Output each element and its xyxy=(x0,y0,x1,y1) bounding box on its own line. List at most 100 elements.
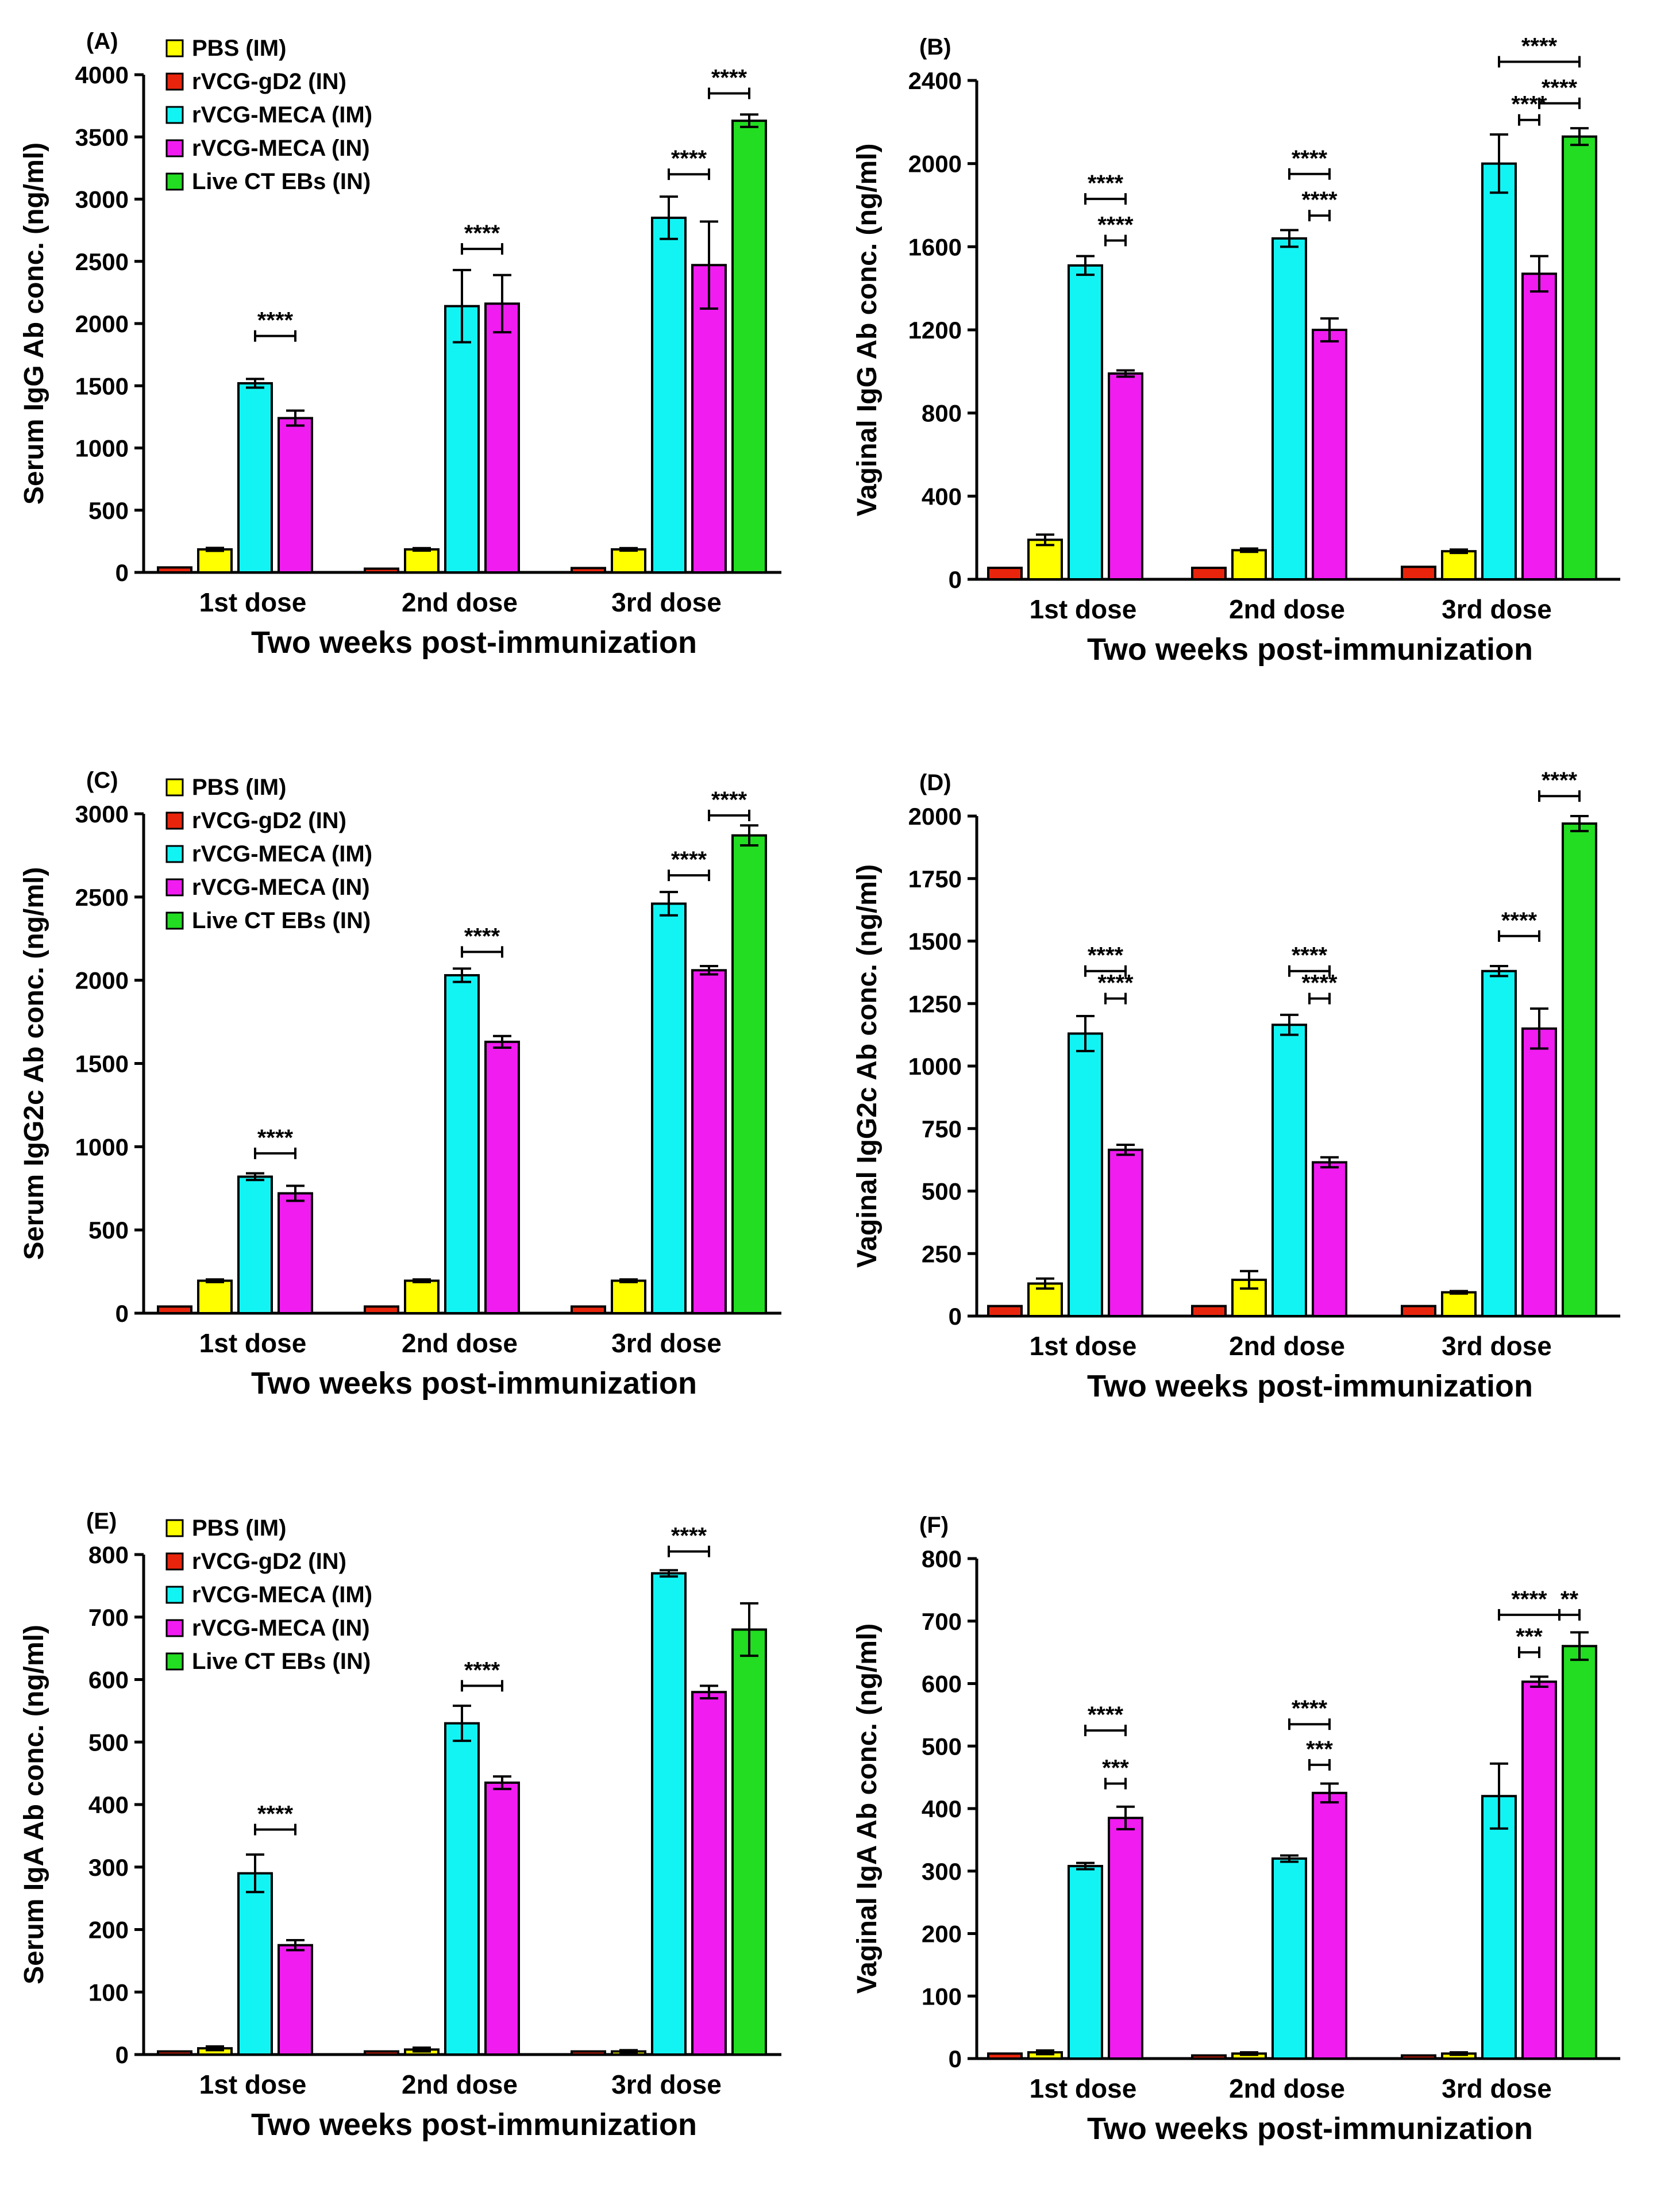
panel-label: (B) xyxy=(919,34,951,60)
legend-label: rVCG-MECA (IN) xyxy=(192,875,370,900)
bar xyxy=(237,1872,273,2056)
bar xyxy=(731,1628,767,2056)
bar xyxy=(651,216,687,574)
bar xyxy=(484,302,520,574)
legend-swatch xyxy=(165,911,184,930)
significance-stars: **** xyxy=(1542,75,1578,101)
legend-swatch xyxy=(165,106,184,124)
chart-panel-b: (B) 0 400 800 1200 1600 2000 2400 Vaginal IgG Ab… xyxy=(852,33,1620,667)
bar xyxy=(987,567,1023,581)
bar xyxy=(1481,970,1517,1317)
significance-stars: **** xyxy=(1501,908,1538,933)
significance-stars: **** xyxy=(711,787,747,813)
bar xyxy=(987,2052,1023,2060)
legend-label: rVCG-MECA (IN) xyxy=(192,1615,370,1641)
legend-label: rVCG-MECA (IM) xyxy=(192,841,372,867)
bar xyxy=(404,1279,440,1314)
x-tick-label: 1st dose xyxy=(1030,594,1137,624)
y-tick-label: 100 xyxy=(88,1979,129,2006)
y-tick-label: 500 xyxy=(922,1733,962,1760)
panel-label: (C) xyxy=(86,768,118,793)
x-axis-title: Two weeks post-immunization xyxy=(1087,1369,1533,1403)
bar xyxy=(1401,1305,1436,1318)
y-tick-label: 1000 xyxy=(75,435,129,462)
bar xyxy=(1271,1857,1307,2060)
x-axis-title: Two weeks post-immunization xyxy=(1087,632,1533,667)
y-axis-title: Vaginal IgG Ab conc. (ng/ml) xyxy=(852,144,883,517)
bar xyxy=(157,566,192,574)
bar xyxy=(1108,1148,1143,1317)
bar xyxy=(1562,1645,1597,2060)
bar xyxy=(1481,1795,1517,2060)
y-tick-label: 1000 xyxy=(75,1133,129,1160)
significance-stars: **** xyxy=(711,65,747,90)
significance-stars: **** xyxy=(1097,971,1134,996)
significance-stars: **** xyxy=(1301,971,1338,996)
significance-stars: **** xyxy=(1521,33,1558,59)
significance-stars: *** xyxy=(1516,1624,1543,1649)
bar xyxy=(571,567,606,574)
bar xyxy=(197,548,233,574)
y-tick-label: 600 xyxy=(88,1667,129,1694)
y-tick-label: 800 xyxy=(922,1545,962,1572)
y-tick-label: 800 xyxy=(922,400,962,427)
x-tick-label: 3rd dose xyxy=(1442,2074,1552,2103)
chart-panel-d: (D) 0 250 500 750 1000 1250 1500 1750 2000 Vaginal… xyxy=(852,768,1620,1403)
x-tick-label: 2nd dose xyxy=(402,587,518,617)
x-axis-title: Two weeks post-immunization xyxy=(251,2107,697,2142)
bar xyxy=(731,834,767,1314)
legend-swatch xyxy=(165,1552,184,1571)
y-tick-label: 300 xyxy=(922,1858,962,1885)
chart-panel-a: (A) 0 500 1000 1500 2000 2500 3000 3500 4000 Serum… xyxy=(19,29,781,660)
significance-stars: **** xyxy=(1088,943,1124,968)
panel-label: (E) xyxy=(86,1509,117,1534)
y-tick-label: 0 xyxy=(949,2045,962,2072)
bar xyxy=(1108,1817,1143,2060)
legend: PBS (IM) rVCG-gD2 (IN) rVCG-MECA (IM) rVCG-… xyxy=(165,775,372,933)
legend-label: PBS (IM) xyxy=(192,36,286,61)
y-tick-label: 1500 xyxy=(75,1051,129,1078)
x-tick-label: 3rd dose xyxy=(611,587,722,617)
x-tick-label: 2nd dose xyxy=(402,1328,518,1358)
y-tick-label: 0 xyxy=(949,1303,962,1330)
bar xyxy=(611,1279,646,1314)
bar xyxy=(1191,567,1227,581)
panel-label: (F) xyxy=(919,1513,949,1538)
significance-stars: **** xyxy=(1097,212,1134,237)
x-tick-label: 3rd dose xyxy=(611,1328,722,1358)
significance-stars: **** xyxy=(1088,171,1124,196)
bar xyxy=(197,1279,233,1314)
legend: PBS (IM) rVCG-gD2 (IN) rVCG-MECA (IM) rVCG-… xyxy=(165,1515,372,1674)
legend-swatch xyxy=(165,845,184,863)
y-tick-label: 200 xyxy=(88,1917,129,1944)
bar xyxy=(611,548,646,574)
bar xyxy=(1521,272,1557,581)
bar xyxy=(444,305,480,574)
bar xyxy=(1312,329,1347,580)
bar xyxy=(1191,1305,1227,1318)
bar xyxy=(691,264,727,574)
x-tick-label: 3rd dose xyxy=(1442,1331,1552,1361)
chart-panel-c: (C) 0 500 1000 1500 2000 2500 3000 Serum IgG2c A… xyxy=(19,768,781,1401)
x-tick-label: 2nd dose xyxy=(1229,1331,1345,1361)
x-axis-title: Two weeks post-immunization xyxy=(251,625,697,660)
significance-stars: **** xyxy=(1292,146,1328,171)
chart-panel-e: (E) 0 100 200 300 400 500 600 700 800 Serum IgA Ab… xyxy=(19,1509,781,2142)
bar xyxy=(1481,162,1517,580)
y-tick-label: 2000 xyxy=(908,803,962,830)
y-tick-label: 3500 xyxy=(75,124,129,151)
y-tick-label: 2500 xyxy=(75,884,129,911)
significance-stars: *** xyxy=(1102,1756,1129,1781)
bar xyxy=(571,1305,606,1314)
bar xyxy=(1271,1024,1307,1317)
y-axis-title: Vaginal IgG2c Ab conc. (ng/ml) xyxy=(852,864,883,1268)
y-tick-label: 600 xyxy=(922,1671,962,1698)
x-tick-label: 3rd dose xyxy=(611,2069,722,2099)
bar xyxy=(237,382,273,574)
bar xyxy=(157,1305,192,1314)
bar xyxy=(1068,1032,1103,1317)
significance-stars: **** xyxy=(1088,1702,1124,1728)
y-tick-label: 0 xyxy=(115,1300,129,1327)
significance-stars: **** xyxy=(1292,943,1328,968)
legend-label: rVCG-MECA (IM) xyxy=(192,1582,372,1607)
